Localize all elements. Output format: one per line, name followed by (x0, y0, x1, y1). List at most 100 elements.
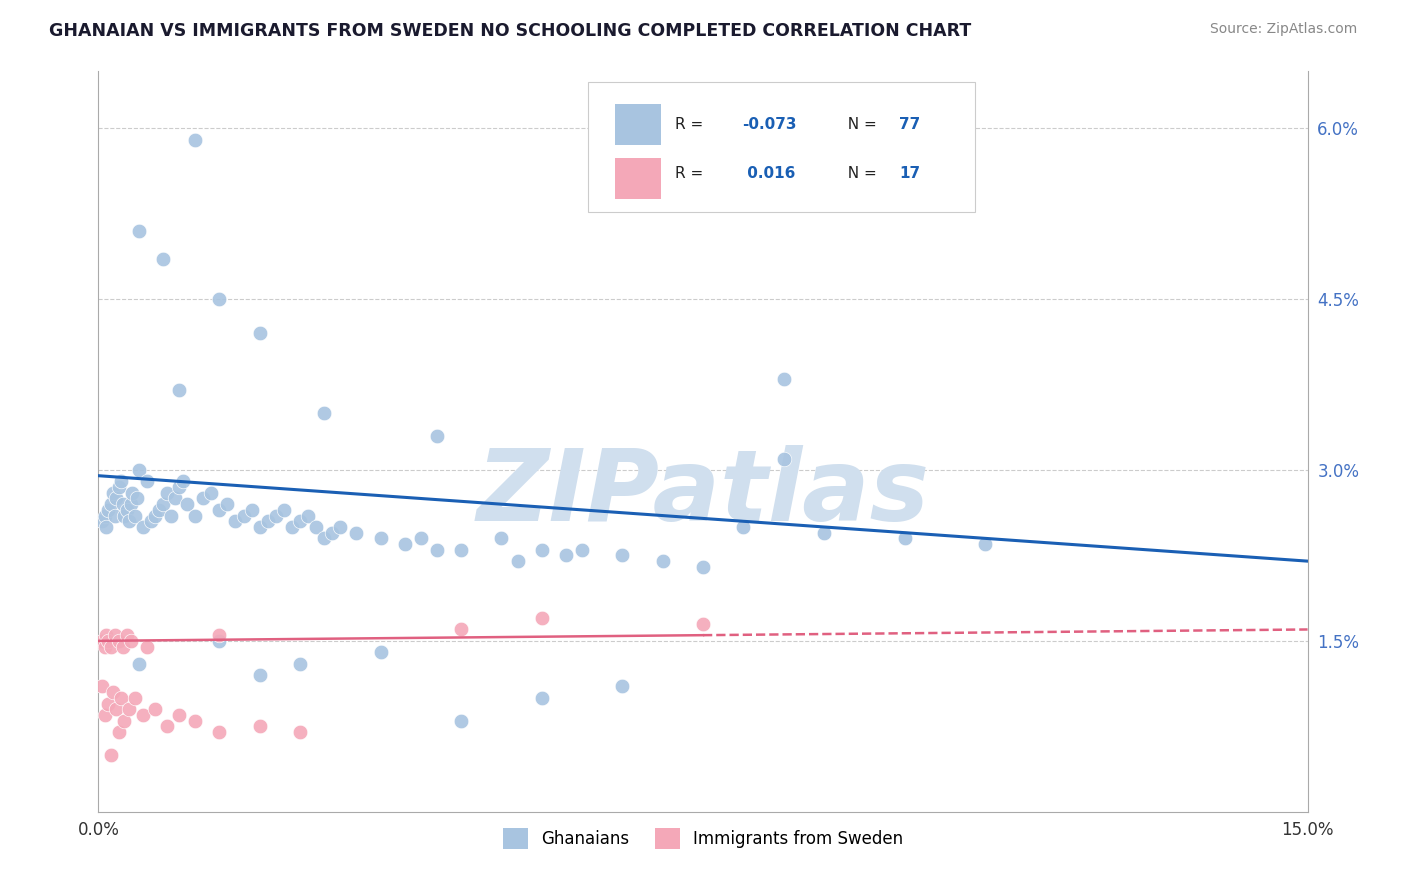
Point (107, 480, 129, 494)
Point (124, 508, 146, 523)
Point (208, 292, 231, 306)
Text: 0.016: 0.016 (742, 166, 794, 181)
Point (530, 542, 553, 557)
Point (107, 633, 129, 648)
Text: ZIPatlas: ZIPatlas (477, 445, 929, 541)
Point (124, 690, 146, 705)
Point (450, 714, 472, 728)
Point (97, 697, 120, 711)
Point (101, 485, 124, 500)
Point (139, 514, 162, 528)
Point (96, 520, 118, 534)
Point (118, 514, 141, 528)
Point (176, 497, 198, 511)
Point (370, 645, 392, 659)
Text: 17: 17 (898, 166, 920, 181)
Point (100, 747, 122, 762)
Point (612, 549, 634, 563)
Point (152, 497, 174, 511)
Point (692, 616, 714, 631)
Text: R =: R = (675, 117, 709, 132)
Point (91, 633, 114, 648)
Point (110, 690, 132, 705)
Point (249, 326, 271, 341)
Point (184, 714, 207, 728)
Point (314, 532, 336, 546)
Point (111, 640, 134, 654)
Point (94, 640, 117, 654)
Point (426, 429, 449, 443)
Point (167, 707, 190, 722)
Point (167, 480, 190, 494)
Point (571, 542, 593, 557)
Text: 77: 77 (898, 117, 920, 132)
Point (163, 491, 186, 506)
Point (370, 532, 392, 546)
Point (249, 668, 271, 682)
Point (450, 623, 472, 637)
Point (135, 475, 157, 489)
Point (249, 520, 271, 534)
Point (555, 549, 578, 563)
Legend: Ghanaians, Immigrants from Sweden: Ghanaians, Immigrants from Sweden (496, 822, 910, 855)
Point (208, 725, 231, 739)
Point (105, 702, 128, 716)
Point (974, 537, 997, 551)
Point (132, 707, 155, 722)
Point (232, 508, 254, 523)
Point (651, 554, 673, 568)
Point (91, 514, 114, 528)
Point (103, 508, 125, 523)
Point (121, 485, 143, 500)
Point (105, 491, 128, 506)
Point (143, 508, 166, 523)
Point (692, 559, 714, 574)
Point (156, 719, 179, 733)
Text: Source: ZipAtlas.com: Source: ZipAtlas.com (1209, 22, 1357, 37)
Point (893, 532, 915, 546)
Point (321, 525, 343, 540)
Point (450, 542, 472, 557)
Text: -0.073: -0.073 (742, 117, 796, 132)
Point (208, 633, 231, 648)
Point (128, 224, 150, 238)
Point (167, 384, 190, 398)
Point (193, 491, 215, 506)
Point (426, 542, 449, 557)
Point (97, 503, 120, 517)
Point (256, 514, 278, 528)
Point (208, 503, 231, 517)
Point (96, 628, 118, 642)
Point (297, 508, 319, 523)
Point (772, 451, 794, 466)
Point (394, 537, 416, 551)
FancyBboxPatch shape (614, 104, 661, 145)
Point (344, 525, 367, 540)
Point (314, 406, 336, 420)
Point (156, 485, 179, 500)
Point (103, 628, 125, 642)
Point (152, 252, 174, 267)
Text: R =: R = (675, 166, 709, 181)
Point (305, 520, 328, 534)
Point (112, 508, 135, 523)
Point (100, 640, 122, 654)
Point (530, 690, 553, 705)
FancyBboxPatch shape (614, 158, 661, 199)
Point (240, 503, 263, 517)
Point (97, 633, 120, 648)
Point (288, 657, 311, 671)
Point (107, 725, 129, 739)
Point (813, 525, 835, 540)
Point (132, 520, 155, 534)
Point (409, 532, 432, 546)
Point (128, 657, 150, 671)
Point (184, 508, 207, 523)
Point (120, 497, 142, 511)
Point (115, 503, 138, 517)
Point (101, 685, 124, 699)
Point (91, 680, 114, 694)
Point (172, 475, 194, 489)
Point (160, 508, 183, 523)
Point (281, 520, 304, 534)
